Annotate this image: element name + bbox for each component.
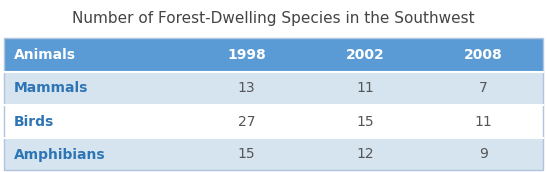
Bar [4, 72, 543, 105]
Text: Amphibians: Amphibians [14, 148, 106, 162]
Text: 11: 11 [356, 82, 374, 95]
Text: Birds: Birds [14, 115, 54, 128]
Text: Number of Forest-Dwelling Species in the Southwest: Number of Forest-Dwelling Species in the… [72, 10, 475, 25]
Text: 12: 12 [356, 148, 374, 162]
Text: Animals: Animals [14, 48, 76, 62]
Text: 9: 9 [479, 148, 488, 162]
Bar [4, 38, 543, 72]
Text: 2002: 2002 [346, 48, 385, 62]
Text: 1998: 1998 [227, 48, 266, 62]
Text: 11: 11 [475, 115, 493, 128]
Text: 7: 7 [479, 82, 488, 95]
Text: 15: 15 [356, 115, 374, 128]
Text: Mammals: Mammals [14, 82, 89, 95]
Bar [4, 138, 543, 171]
Text: 2008: 2008 [464, 48, 503, 62]
Bar [4, 38, 543, 170]
Text: 27: 27 [238, 115, 255, 128]
Text: 15: 15 [238, 148, 255, 162]
Text: 13: 13 [238, 82, 255, 95]
Bar [4, 105, 543, 138]
